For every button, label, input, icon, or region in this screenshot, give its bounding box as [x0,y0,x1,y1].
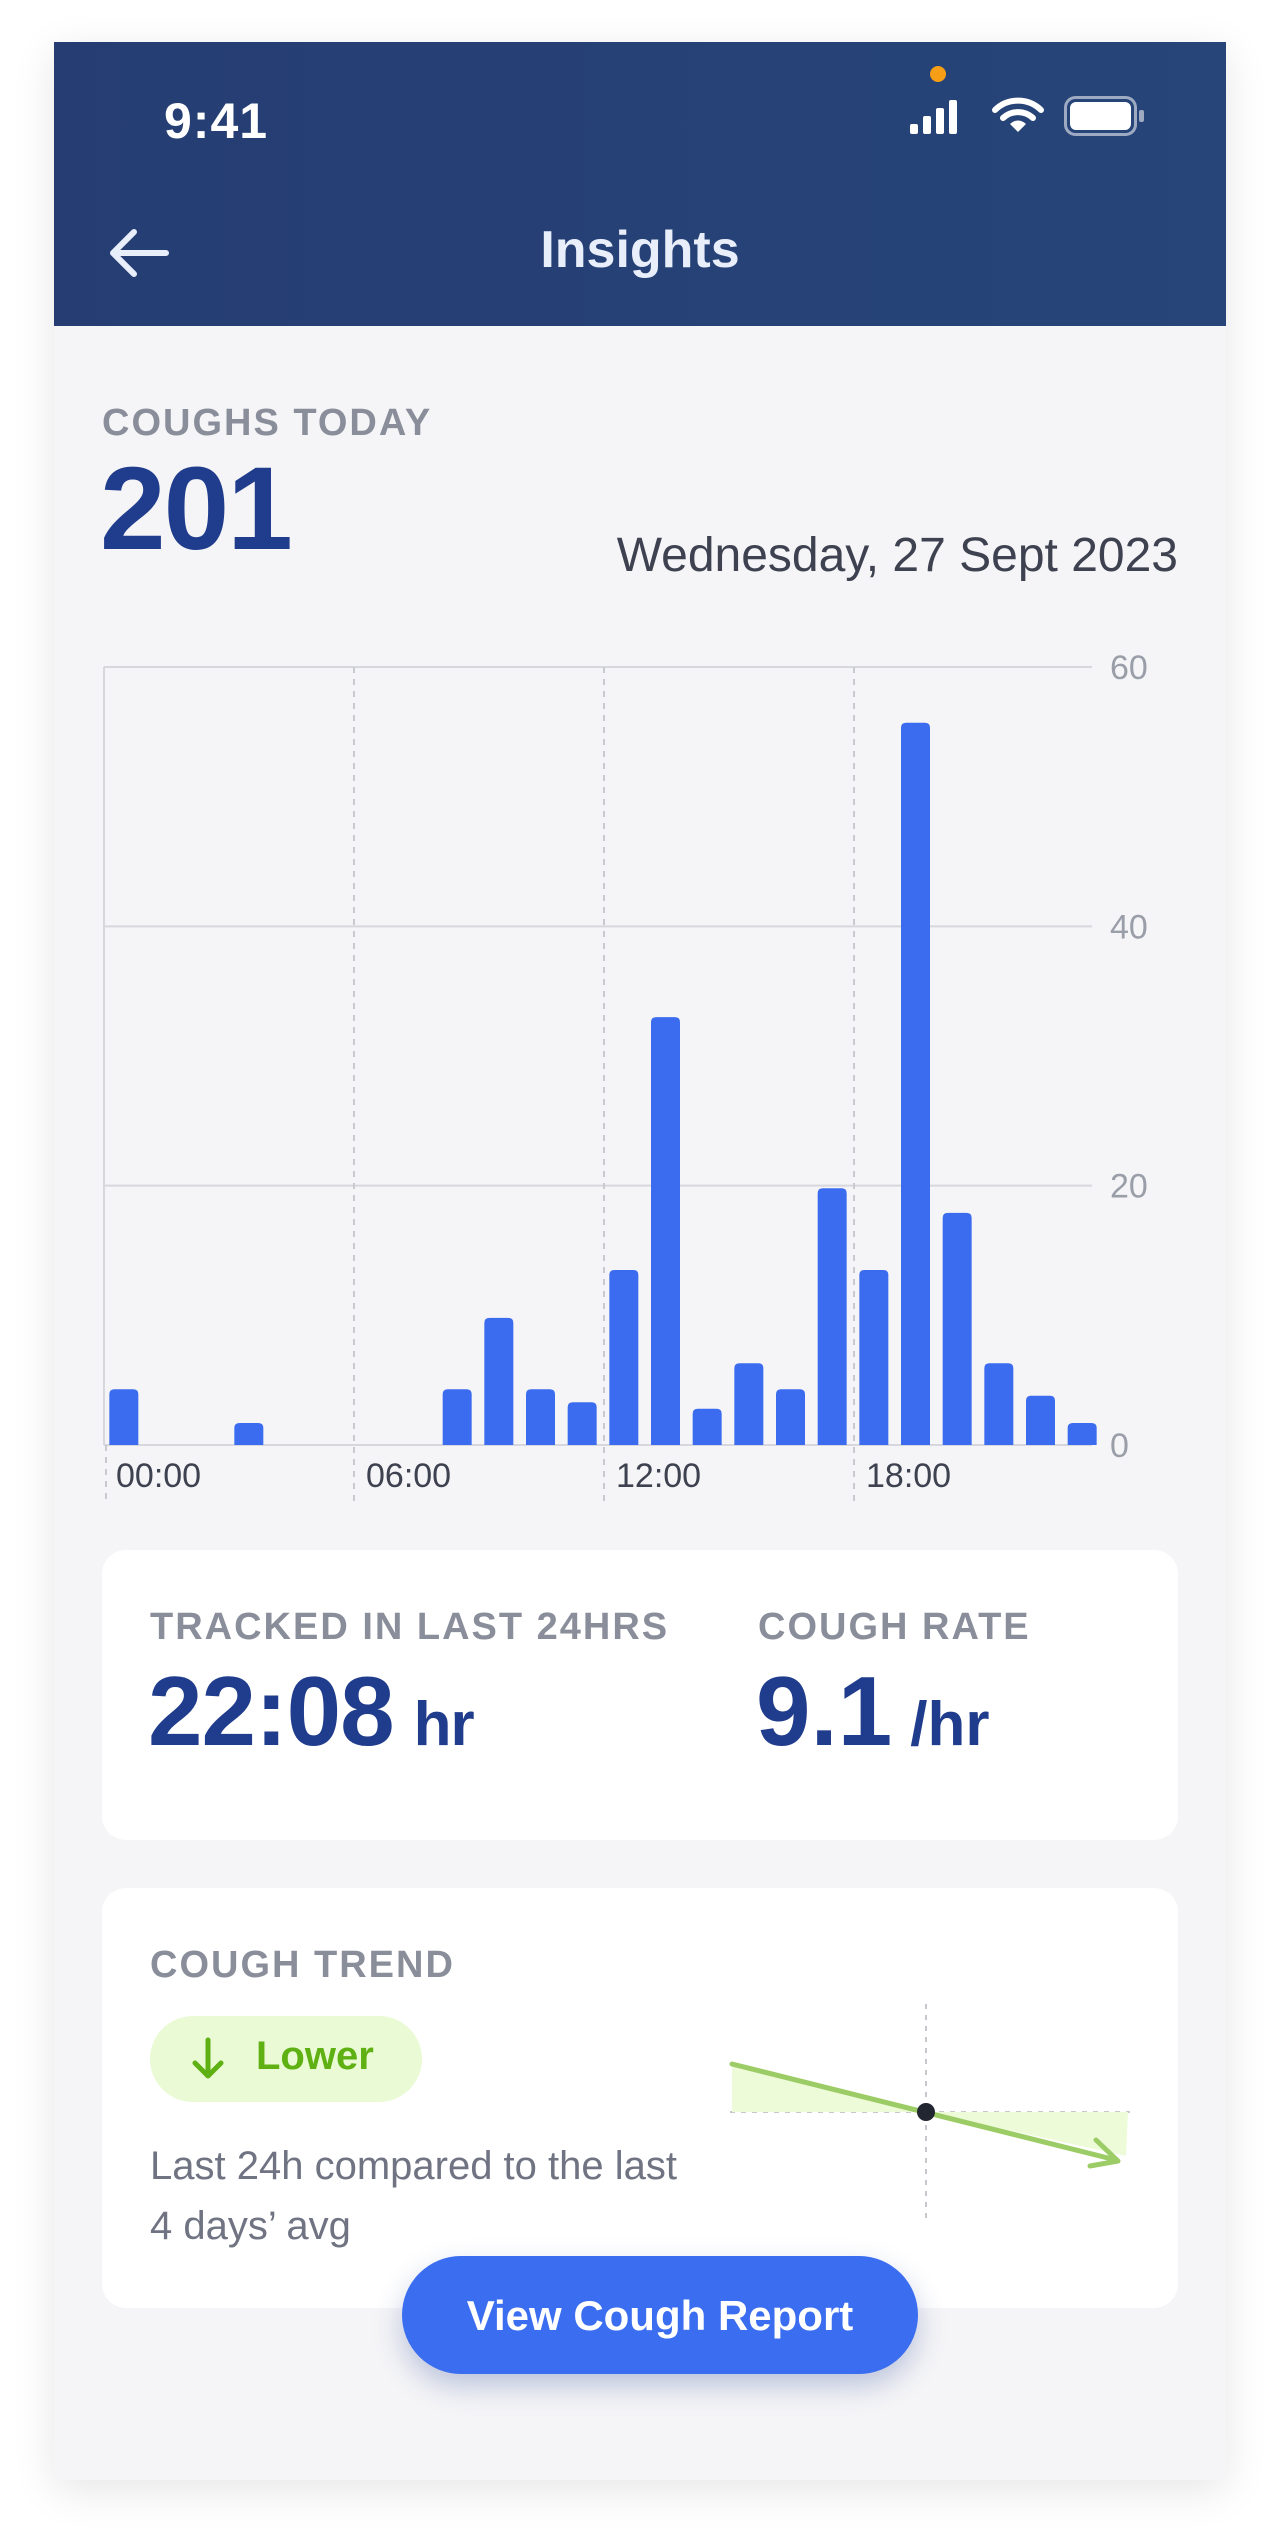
y-tick-label: 40 [1110,908,1148,946]
chart-bar [692,1408,722,1445]
back-arrow-icon[interactable] [106,226,172,280]
trend-arrowhead-icon [1087,2137,1121,2169]
cough-rate: 9.1/hr [756,1662,989,1760]
phone-screen: 9:41 Insights COUGHS TODAY 201 Wednesday… [54,42,1226,2480]
chart-bar [734,1363,764,1445]
cough-rate-label: COUGH RATE [758,1606,1031,1648]
coughs-today-label: COUGHS TODAY [102,402,433,444]
wifi-icon [992,97,1044,132]
trend-badge: Lower [150,2016,422,2102]
x-tick-label: 18:00 [866,1457,951,1495]
y-tick-label: 60 [1110,649,1148,687]
chart-bar [1026,1395,1055,1445]
page-title: Insights [540,221,740,279]
current-date: Wednesday, 27 Sept 2023 [616,529,1178,582]
chart-bar [484,1317,514,1445]
chart-bar [817,1188,847,1445]
trend-mini-graph [729,2004,1130,2224]
view-cough-report-button[interactable]: View Cough Report [402,2256,918,2374]
arrow-down-icon [192,2037,224,2079]
status-time: 9:41 [164,93,269,149]
y-tick-label: 0 [1110,1427,1129,1465]
x-tick-label: 06:00 [366,1457,451,1495]
chart-bar [901,722,930,1445]
chart-bar [442,1389,472,1445]
chart-bar [567,1402,597,1445]
y-tick-label: 20 [1110,1168,1148,1206]
tracked-label: TRACKED IN LAST 24HRS [150,1606,670,1648]
chart-bar [234,1422,264,1445]
chart-bar [109,1389,139,1445]
cellular-signal-icon [910,100,957,134]
chart-bar [984,1363,1014,1445]
cough-trend-label: COUGH TREND [150,1944,455,1986]
chart-bar [1067,1422,1097,1445]
coughs-today-value: 201 [100,443,293,575]
chart-bar [651,1017,680,1445]
tracked-unit: hr [413,1690,475,1759]
trend-point [917,2103,935,2121]
app-header: 9:41 Insights [54,42,1226,326]
chart-bar [859,1269,889,1445]
trend-badge-label: Lower [256,2034,374,2078]
cough-trend-card: COUGH TREND Lower Last 24h compared to t… [102,1888,1178,2308]
chart-bar [609,1269,639,1445]
chart-bar [942,1212,972,1445]
cough-rate-unit: /hr [910,1690,990,1759]
chart-bar [776,1389,805,1445]
x-tick-label: 00:00 [116,1457,201,1495]
privacy-indicator-dot [930,66,946,82]
tracked-duration: 22:08 [148,1656,395,1766]
battery-icon [1064,96,1144,136]
chart-bar [526,1389,555,1445]
tracking-card: TRACKED IN LAST 24HRS 22:08 hr COUGH RATE… [102,1550,1178,1840]
cough-rate-value: 9.1 [756,1656,893,1766]
hourly-coughs-chart: 0 20 40 60 00:00 06:00 12:00 18:00 [103,649,1148,1505]
tracked-value: 22:08 hr [148,1662,475,1760]
trend-description: Last 24h compared to the last 4 days’ av… [150,2144,677,2248]
x-tick-label: 12:00 [616,1457,701,1495]
